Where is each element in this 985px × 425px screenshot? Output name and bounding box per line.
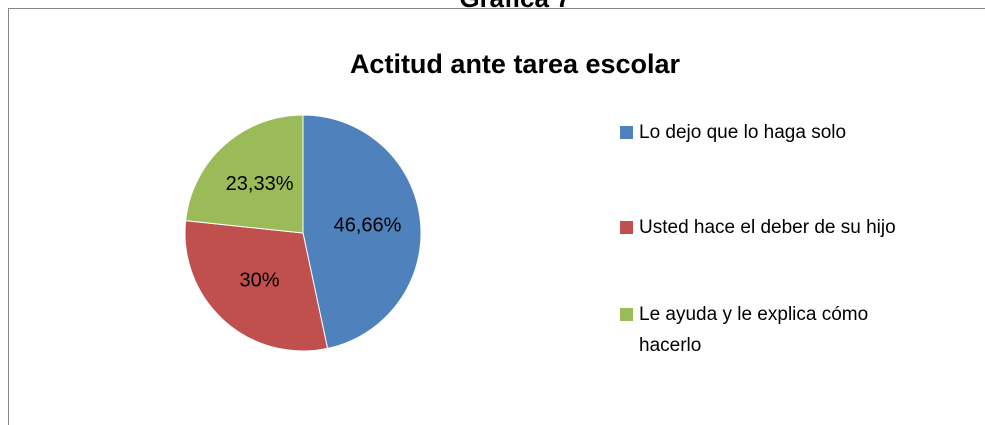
legend-label: Usted hace el deber de su hijo	[639, 217, 896, 238]
legend-swatch	[620, 126, 633, 139]
pie-slice	[185, 114, 304, 234]
data-label: 30%	[240, 270, 280, 292]
chart-title: Actitud ante tarea escolar	[350, 49, 681, 79]
data-label: 46,66%	[334, 214, 402, 236]
legend-swatch	[620, 308, 633, 321]
data-label: 23,33%	[226, 173, 294, 195]
legend-entry: Le ayuda y le explica cómo hacerlo	[620, 299, 920, 361]
legend-label: Lo dejo que lo haga solo	[639, 122, 847, 143]
pie-slice	[302, 114, 422, 350]
caption: Gráfica 7	[459, 0, 570, 13]
legend-entry: Usted hace el deber de su hijo	[620, 212, 920, 243]
legend-label: Le ayuda y le explica cómo hacerlo	[639, 304, 869, 356]
chart-border	[8, 8, 985, 425]
legend-entry: Lo dejo que lo haga solo	[620, 117, 920, 148]
legend-swatch	[620, 221, 633, 234]
pie-slice	[184, 220, 329, 352]
